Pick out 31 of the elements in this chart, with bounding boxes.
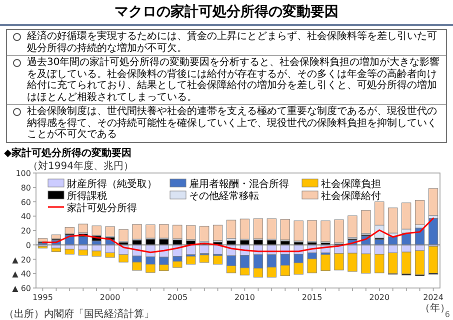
x-tick-label: 1995 — [32, 293, 53, 302]
legend-label: 社会保障負担 — [321, 178, 381, 190]
x-tick-label: 2024 — [423, 293, 444, 302]
x-tick-label: 2000 — [100, 293, 120, 302]
y-tick-label: ▲ 20 — [12, 255, 31, 264]
y-tick-label: 60 — [20, 198, 31, 207]
text: （出所）内閣府「国民経済計算」 — [4, 308, 154, 320]
x-tick-label: 2005 — [167, 293, 188, 302]
y-tick-label: 0 — [26, 240, 31, 250]
x-tick-label: 2010 — [234, 293, 255, 302]
text: 6 — [444, 310, 450, 319]
y-tick-label: ▲ 40 — [12, 270, 31, 279]
y-tick-label: 80 — [20, 183, 31, 192]
text: 経済の好循環を実現するためには、賃金の上昇にとどまらず、社会保険料等を差し引いた可処分所得の持続的な増加が不可欠。 — [27, 31, 437, 54]
y-tick-label: 20 — [20, 226, 31, 236]
chart-title: マクロの家計可処分所得の変動要因 — [114, 3, 340, 21]
legend-label: 所得課税 — [67, 190, 107, 202]
x-tick-label: 2015 — [302, 293, 322, 302]
chart-subtitle: ◆家計可処分所得の変動要因 — [4, 146, 132, 160]
y-tick-label: ▲ 60 — [12, 284, 31, 293]
y-tick-label: 40 — [20, 212, 31, 222]
legend-label: 財産所得（純受取） — [67, 178, 157, 190]
y-axis-title: （対1994年度、兆円） — [28, 160, 134, 172]
y-tick-label: 100 — [16, 169, 31, 178]
legend-label: 社会保障給付 — [321, 190, 381, 202]
text: 過去30年間の家計可処分所得の変動要因を分析すると、社会保険料負担の増加が大きな影響を及ぼしている。社会保険料の背後には給付が存在するが、その多くは年金等の高齢者向け給付に充てられており、結果として社会保障給付の増加分を差し引くと、可処分所得の増加はほとんど相殺されてしまっている。 — [27, 57, 440, 102]
text: 社会保険制度は、世代間扶養や社会的連帯を支える極めて重要な制度であるが、現役世代の納得感を得て、その持続可能性を確保していく上で、現役世代の保険料負担を抑制していくことが不可欠である — [27, 106, 437, 140]
legend-label: 雇用者報酬・混合所得 — [189, 178, 289, 190]
x-tick-label: 2020 — [369, 293, 390, 302]
legend-label: 家計可処分所得 — [67, 202, 137, 214]
legend-label: その他経常移転 — [189, 190, 259, 202]
